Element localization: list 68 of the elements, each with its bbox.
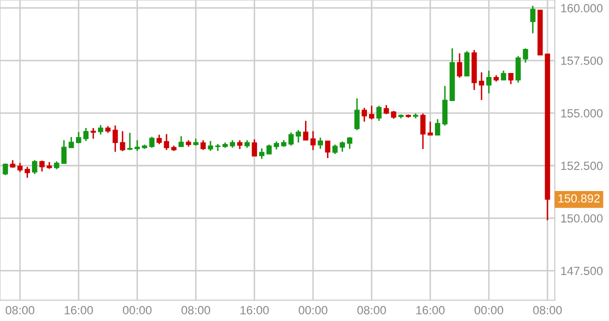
candlestick bbox=[530, 5, 536, 34]
candlestick bbox=[508, 72, 514, 85]
x-tick-label: 00:00 bbox=[122, 306, 152, 314]
candlestick bbox=[266, 144, 272, 155]
candlestick bbox=[288, 132, 294, 146]
candlestick bbox=[500, 70, 506, 81]
y-tick-label: 160.000 bbox=[561, 4, 603, 12]
x-tick-label: 08:00 bbox=[533, 306, 562, 314]
x-tick-label: 16:00 bbox=[64, 306, 93, 314]
candlestick bbox=[486, 70, 492, 94]
candlestick bbox=[156, 134, 162, 145]
candlestick bbox=[384, 104, 389, 115]
candlestick bbox=[32, 159, 38, 175]
candlestick bbox=[442, 85, 448, 126]
x-tick-label: 00:00 bbox=[474, 306, 504, 314]
candlestick bbox=[456, 52, 462, 78]
candlestick bbox=[24, 166, 30, 179]
candlestick bbox=[17, 162, 23, 173]
y-tick-label: 147.500 bbox=[561, 266, 603, 276]
candlestick bbox=[318, 136, 323, 150]
candlestick bbox=[112, 124, 118, 152]
candlestick bbox=[428, 121, 433, 136]
candlestick bbox=[200, 139, 206, 151]
candlestick bbox=[354, 98, 360, 131]
candlestick bbox=[61, 139, 67, 164]
candlestick bbox=[332, 144, 338, 155]
x-tick-label: 08:00 bbox=[357, 306, 386, 314]
x-tick-label: 16:00 bbox=[416, 306, 445, 314]
candlestick bbox=[252, 138, 258, 157]
candlestick bbox=[2, 162, 8, 176]
x-tick-label: 08:00 bbox=[182, 306, 210, 314]
y-tick-label: 155.000 bbox=[561, 109, 603, 118]
candlestick bbox=[68, 136, 74, 148]
candlestick bbox=[347, 136, 352, 150]
candlestick bbox=[516, 55, 521, 84]
y-tick-label: 152.500 bbox=[561, 162, 603, 170]
candlestick bbox=[178, 136, 184, 148]
candlestick bbox=[259, 148, 264, 160]
candlestick bbox=[149, 136, 154, 148]
y-tick-label: 150.000 bbox=[561, 214, 603, 223]
candlestick bbox=[376, 105, 382, 122]
x-tick-label: 16:00 bbox=[240, 306, 269, 314]
x-tick-label: 08:00 bbox=[6, 306, 34, 314]
text: 150.892 bbox=[558, 194, 600, 203]
candlestick bbox=[90, 127, 96, 140]
candlestick bbox=[76, 131, 82, 144]
candlestick bbox=[164, 133, 170, 151]
y-tick-label: 157.500 bbox=[561, 56, 603, 65]
x-tick-label: 00:00 bbox=[298, 306, 328, 314]
candlestick bbox=[478, 72, 484, 101]
candlestick bbox=[83, 127, 89, 142]
candlestick bbox=[340, 140, 345, 152]
candlestick bbox=[98, 124, 104, 136]
candlestick bbox=[296, 129, 302, 144]
candlestick bbox=[303, 120, 308, 141]
candlestick bbox=[464, 50, 470, 77]
candlestick bbox=[39, 160, 45, 172]
candlestick bbox=[208, 140, 214, 152]
candlestick bbox=[134, 139, 140, 152]
candlestick bbox=[310, 130, 316, 151]
candlestick bbox=[120, 130, 126, 152]
candlestick bbox=[127, 132, 133, 151]
candlestick bbox=[362, 107, 367, 122]
candlestick bbox=[369, 105, 374, 120]
candlestick bbox=[420, 112, 426, 150]
candlestick bbox=[325, 140, 330, 159]
candlestick bbox=[434, 118, 440, 136]
candlestick bbox=[522, 48, 528, 64]
